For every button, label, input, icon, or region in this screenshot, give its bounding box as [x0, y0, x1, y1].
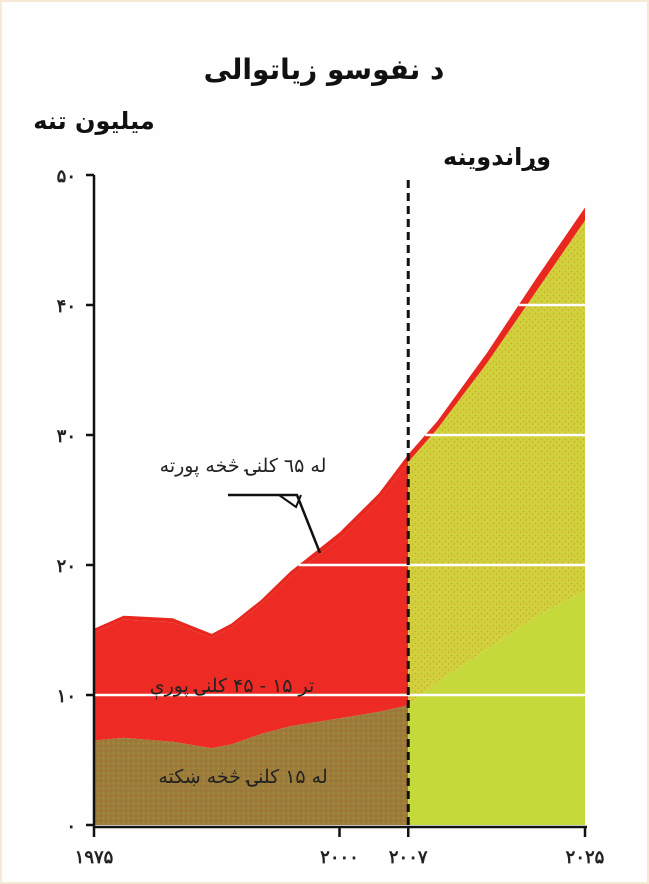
x-tick-label: ١٩٧۵	[75, 847, 114, 868]
forecast-area-under15	[408, 591, 585, 825]
forecast-area-over65	[408, 207, 585, 463]
chart-title: د نفوسو زياتوالی	[204, 53, 445, 86]
over65-leader-break	[278, 494, 302, 509]
area-layers	[94, 207, 585, 825]
y-axis-unit-label: میلیون تنه	[33, 107, 155, 135]
chart-labels: د نفوسو زياتوالی میلیون تنه وړاندوینه له…	[33, 53, 551, 788]
series-label-over65: له ٦۵ کلنۍ څخه پورته	[160, 455, 327, 477]
historical-region	[94, 454, 409, 825]
over65-leader-line	[228, 493, 322, 554]
y-tick-label: ١٠	[57, 686, 76, 707]
y-tick-label: ٠	[66, 816, 76, 837]
x-tick-label: ٢٠٠٠	[320, 847, 359, 868]
series-label-under15: له ١۵ کلنۍ څخه ښکته	[158, 766, 327, 788]
area-age15-45	[94, 462, 409, 749]
x-tick-label: ٢٠٢۵	[566, 847, 605, 868]
series-label-age15-45: تر ١۵ - ۴۵ کلنۍ پورې	[150, 675, 315, 700]
gridlines	[94, 303, 585, 697]
area-under15	[94, 705, 409, 825]
y-tick-label: ۴٠	[57, 296, 76, 317]
forecast-region	[408, 207, 585, 825]
x-tick-label: ٢٠٠٧	[389, 847, 428, 868]
area-over65	[94, 454, 409, 638]
y-tick-label: ٢٠	[57, 556, 76, 577]
forecast-label: وړاندوینه	[443, 143, 551, 171]
y-tick-label: ٣٠	[57, 426, 76, 447]
forecast-area-age15-45	[408, 220, 585, 706]
axes: ٠ ١٠ ٢٠ ٣٠ ۴٠ ۵٠ ١٩٧۵ ٢٠٠٠ ٢٠٠٧ ٢٠٢۵	[57, 166, 605, 868]
y-tick-label: ۵٠	[57, 166, 76, 187]
